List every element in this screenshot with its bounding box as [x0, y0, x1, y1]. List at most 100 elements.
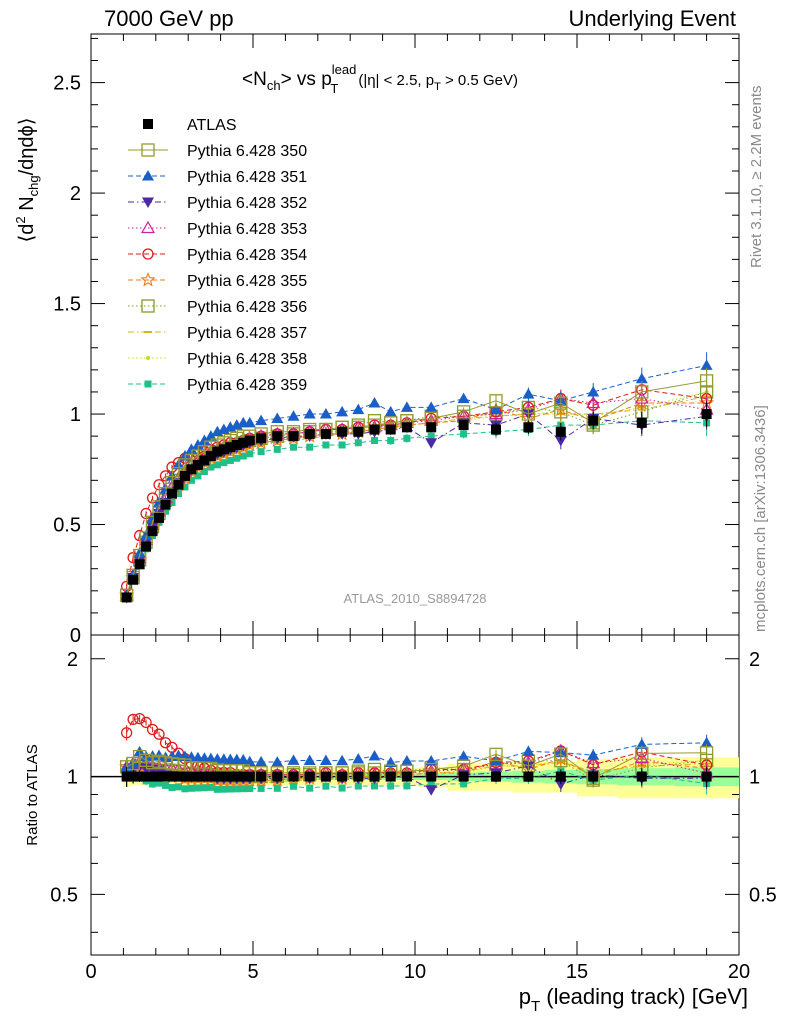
ratio-point	[426, 771, 437, 782]
data-point	[213, 461, 221, 469]
data-point	[700, 359, 713, 370]
legend-label: Pythia 6.428 350	[187, 143, 307, 160]
legend-entry: Pythia 6.428 354	[128, 247, 307, 264]
legend-label: Pythia 6.428 358	[187, 351, 307, 368]
ratio-point	[187, 784, 195, 792]
ratio-point	[255, 755, 268, 767]
ratio-point	[635, 746, 649, 761]
analysis-label: Underlying Event	[568, 6, 736, 31]
ratio-point	[226, 785, 234, 793]
ratio-y-tick-label: 0.5	[50, 884, 78, 906]
legend-label: Pythia 6.428 356	[187, 299, 307, 316]
analysis-watermark: ATLAS_2010_S8894728	[344, 591, 487, 606]
data-point	[336, 405, 349, 417]
series-atlas	[121, 400, 712, 788]
data-point	[198, 434, 211, 446]
data-point	[322, 441, 330, 449]
ratio-point	[256, 771, 267, 782]
legend-marker	[142, 197, 154, 208]
data-point	[167, 488, 177, 499]
data-point	[212, 446, 223, 457]
data-point	[352, 403, 365, 415]
y-tick-label: 2.5	[53, 73, 81, 95]
data-point	[194, 472, 202, 480]
ratio-point	[186, 771, 197, 782]
ratio-y-axis-label: Ratio to ATLAS	[24, 744, 41, 845]
data-point	[588, 415, 599, 426]
data-point	[587, 385, 600, 397]
ratio-point	[457, 750, 470, 761]
data-point	[273, 445, 281, 453]
data-point	[271, 412, 284, 423]
ratio-point	[168, 784, 176, 792]
ratio-point	[128, 771, 139, 782]
title-cut: (|η| < 2.5, p	[358, 72, 434, 89]
ratio-point	[458, 771, 469, 782]
data-point	[523, 422, 534, 433]
ratio-point	[523, 771, 534, 782]
data-point	[554, 396, 568, 410]
data-point	[554, 436, 567, 447]
data-point	[255, 414, 268, 426]
ratio-point	[212, 771, 223, 782]
ratio-point	[272, 771, 283, 782]
data-point	[636, 417, 647, 428]
data-point	[427, 432, 435, 440]
data-point	[456, 405, 471, 419]
data-point	[387, 437, 395, 445]
series-pythia-6-428-353	[119, 387, 714, 784]
ratio-point	[489, 747, 503, 761]
x-tick-label: 0	[85, 961, 96, 983]
legend-marker	[146, 356, 150, 360]
ratio-point	[243, 755, 256, 767]
data-point	[320, 428, 331, 439]
ratio-point	[134, 771, 145, 782]
data-point	[635, 385, 649, 399]
ratio-point	[179, 771, 190, 782]
data-point	[220, 459, 228, 467]
data-point	[204, 430, 217, 441]
data-point	[141, 541, 152, 552]
legend-label: Pythia 6.428 359	[187, 377, 307, 394]
ratio-point	[192, 771, 203, 782]
ratio-point	[699, 746, 714, 760]
ratio-point	[140, 716, 152, 729]
series-line-main	[126, 364, 707, 596]
ratio-point	[238, 771, 249, 782]
data-point	[385, 424, 396, 435]
data-point	[173, 479, 184, 490]
y-tick-label: 2	[70, 183, 81, 205]
ratio-point	[427, 780, 435, 788]
data-point	[303, 408, 316, 419]
legend-entry: Pythia 6.428 355	[128, 271, 307, 290]
y-tick-label: 1	[70, 404, 81, 426]
legend-label: Pythia 6.428 357	[187, 325, 307, 342]
data-point	[425, 438, 438, 449]
ratio-point	[233, 785, 241, 793]
data-point	[207, 463, 215, 471]
data-point	[239, 452, 247, 460]
ratio-point	[319, 754, 332, 766]
x-tick-label: 20	[728, 961, 750, 983]
data-point	[369, 424, 380, 435]
plot-title: <Nch> vs plead T (|η| < 2.5, pT > 0.5 GeV)	[242, 62, 518, 96]
data-point	[225, 442, 236, 453]
data-point	[306, 443, 314, 451]
legend-entry: Pythia 6.428 356	[128, 299, 307, 316]
ratio-point	[290, 782, 297, 790]
data-point	[121, 592, 132, 603]
ratio-point	[160, 771, 171, 782]
data-point	[401, 422, 412, 433]
data-point	[555, 426, 566, 437]
legend-marker	[143, 119, 153, 129]
data-point	[205, 451, 216, 462]
ratio-point	[401, 771, 412, 782]
ratio-point	[231, 771, 242, 782]
data-point	[458, 420, 469, 431]
data-point	[288, 431, 299, 442]
data-point	[160, 499, 171, 510]
legend-label: Pythia 6.428 351	[187, 169, 307, 186]
ratio-point	[304, 771, 315, 782]
ratio-point	[127, 713, 139, 726]
data-point	[490, 403, 502, 415]
